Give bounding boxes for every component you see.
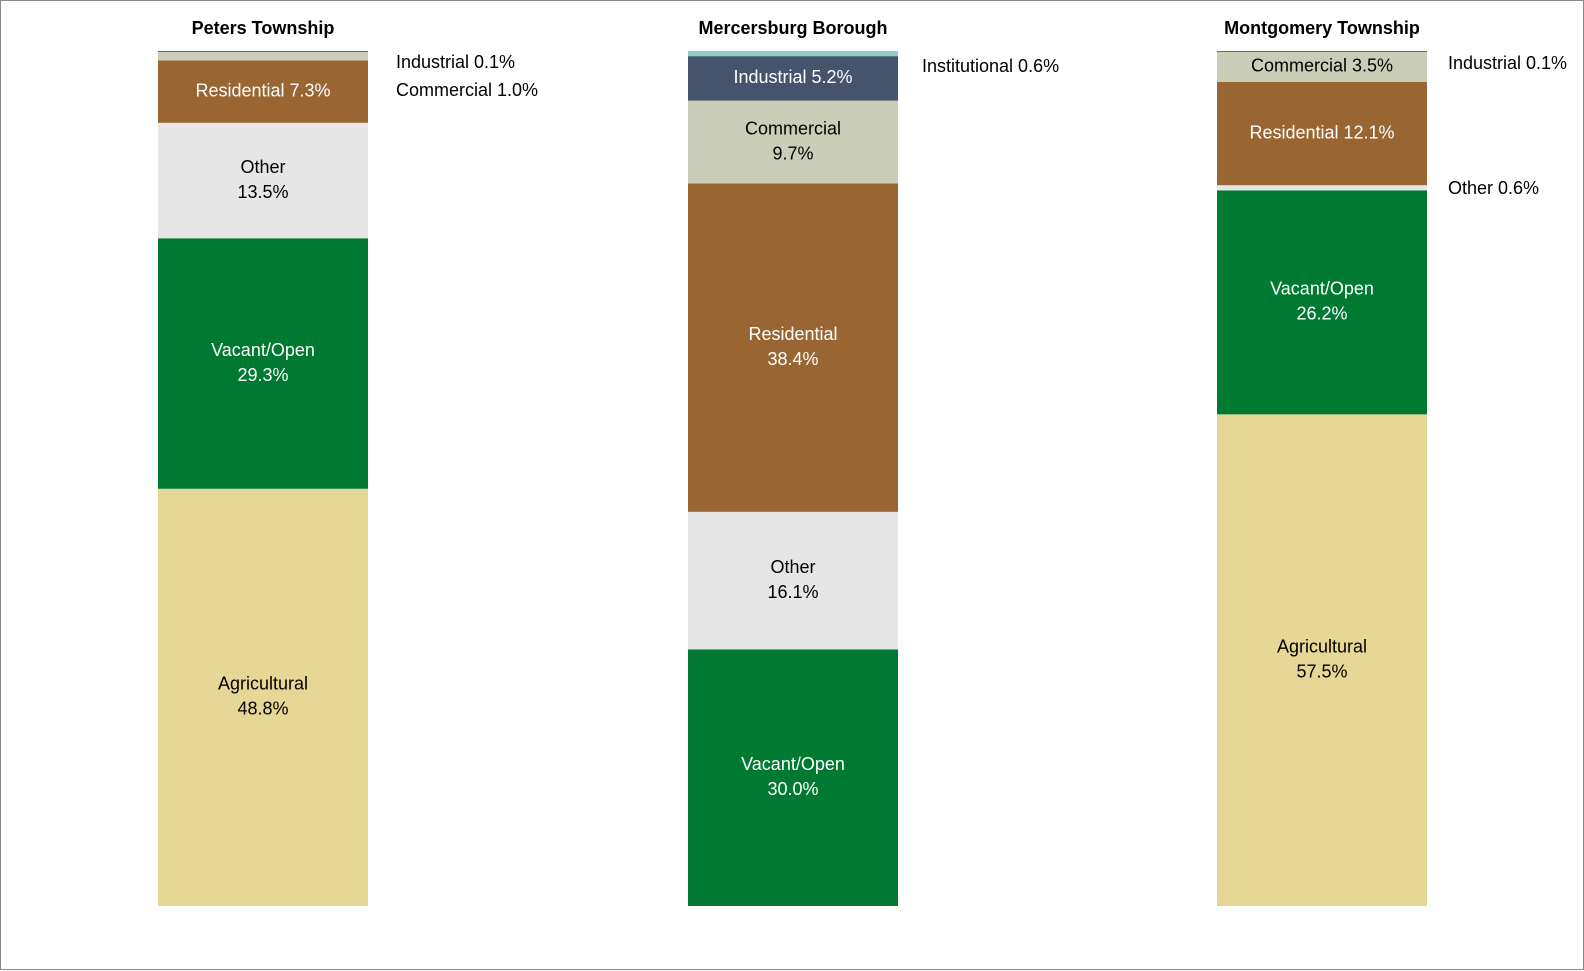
bar-segment-montgomery-township-vacant-open <box>1217 190 1427 415</box>
bar-segment-peters-township-commercial <box>158 51 368 61</box>
segment-label-mercersburg-borough-vacant-open-name: Vacant/Open <box>741 754 845 774</box>
segment-label-montgomery-township-commercial: Commercial 3.5% <box>1251 56 1393 76</box>
bar-segment-montgomery-township-agricultural <box>1217 414 1427 906</box>
bar-segment-mercersburg-borough-residential <box>688 183 898 512</box>
outside-label-montgomery-township-industrial: Industrial 0.1% <box>1448 53 1567 73</box>
bar-segment-mercersburg-borough-other <box>688 511 898 650</box>
segment-label-peters-township-residential: Residential 7.3% <box>195 80 330 100</box>
segment-label-montgomery-township-residential: Residential 12.1% <box>1249 122 1394 142</box>
chart-title-montgomery-township: Montgomery Township <box>1224 18 1420 38</box>
segment-label-montgomery-township-agricultural-value: 57.5% <box>1296 661 1347 681</box>
bar-segment-mercersburg-borough-industrial <box>688 56 898 101</box>
segment-label-peters-township-other-name: Other <box>240 157 285 177</box>
segment-label-peters-township-vacant-open-value: 29.3% <box>237 365 288 385</box>
chart-title-mercersburg-borough: Mercersburg Borough <box>698 18 887 38</box>
bar-segment-peters-township-other <box>158 122 368 239</box>
segment-label-mercersburg-borough-vacant-open-value: 30.0% <box>767 779 818 799</box>
segment-label-peters-township-agricultural-value: 48.8% <box>237 699 288 719</box>
bar-segment-peters-township-residential <box>158 60 368 123</box>
bar-segment-peters-township-industrial <box>158 51 368 52</box>
bar-segment-montgomery-township-residential <box>1217 81 1427 186</box>
segment-label-mercersburg-borough-residential-name: Residential <box>748 324 837 344</box>
bar-segment-mercersburg-borough-institutional <box>688 51 898 57</box>
bar-segment-peters-township-vacant-open <box>158 238 368 489</box>
segment-label-peters-township-agricultural-name: Agricultural <box>218 674 308 694</box>
bar-segment-montgomery-township-other <box>1217 185 1427 191</box>
segment-label-peters-township-other-value: 13.5% <box>237 182 288 202</box>
segment-label-mercersburg-borough-other-value: 16.1% <box>767 582 818 602</box>
segment-label-montgomery-township-agricultural-name: Agricultural <box>1277 636 1367 656</box>
outside-label-mercersburg-borough-institutional: Institutional 0.6% <box>922 56 1059 76</box>
segment-label-mercersburg-borough-industrial: Industrial 5.2% <box>733 67 852 87</box>
outside-label-peters-township-industrial: Industrial 0.1% <box>396 52 515 72</box>
segment-label-mercersburg-borough-other-name: Other <box>770 557 815 577</box>
segment-label-mercersburg-borough-residential-value: 38.4% <box>767 349 818 369</box>
bar-segment-peters-township-agricultural <box>158 488 368 906</box>
segment-label-mercersburg-borough-commercial-name: Commercial <box>745 118 841 138</box>
outside-label-montgomery-township-other: Other 0.6% <box>1448 178 1539 198</box>
segment-label-montgomery-township-vacant-open-value: 26.2% <box>1296 304 1347 324</box>
segment-label-mercersburg-borough-commercial-value: 9.7% <box>772 143 813 163</box>
bar-segment-mercersburg-borough-vacant-open <box>688 649 898 906</box>
segment-label-montgomery-township-vacant-open-name: Vacant/Open <box>1270 279 1374 299</box>
bar-segment-montgomery-township-commercial <box>1217 51 1427 82</box>
segment-label-peters-township-vacant-open-name: Vacant/Open <box>211 340 315 360</box>
bar-segment-montgomery-township-industrial <box>1217 51 1427 52</box>
outside-label-peters-township-commercial: Commercial 1.0% <box>396 80 538 100</box>
chart-title-peters-township: Peters Township <box>192 18 335 38</box>
bar-segment-mercersburg-borough-commercial <box>688 100 898 184</box>
